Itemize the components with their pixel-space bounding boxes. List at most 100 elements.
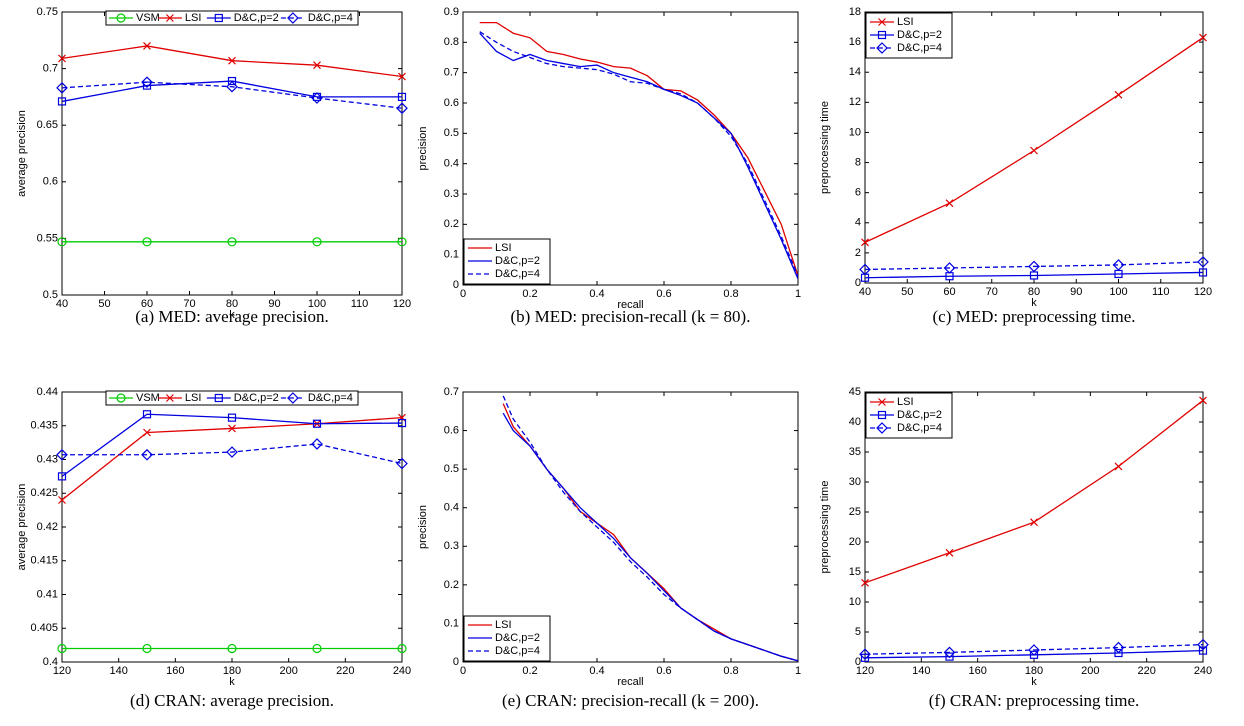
- marker: [876, 422, 888, 434]
- y-axis-label: average precision: [16, 110, 28, 197]
- marker: [313, 61, 321, 70]
- y-tick-label: 0.2: [444, 579, 459, 591]
- y-tick-label: 0.7: [444, 386, 459, 398]
- plot-area: [61, 11, 403, 296]
- x-tick-label: 140: [109, 665, 127, 677]
- y-tick-label: 0.75: [37, 6, 58, 18]
- x-tick-label: 140: [912, 665, 930, 677]
- x-tick-label: 220: [336, 665, 354, 677]
- marker: [214, 13, 223, 23]
- x-tick-label: 180: [1025, 665, 1043, 677]
- marker: [58, 496, 66, 504]
- y-tick-label: 15: [849, 566, 861, 578]
- y-tick-label: 12: [849, 96, 861, 108]
- y-tick-label: 0.1: [444, 249, 459, 261]
- x-tick-label: 110: [1152, 286, 1170, 298]
- chart: 40 50 60 70 80 90 100 110 120 0 2 4 6 8 10 12 14 16 18 k pre…: [819, 6, 1212, 326]
- caption: (d) CRAN: average precision.: [130, 691, 334, 710]
- marker: [57, 472, 67, 481]
- x-tick-label: 100: [308, 298, 326, 310]
- marker: [116, 393, 126, 403]
- y-tick-label: 0.8: [444, 36, 459, 48]
- x-tick-label: 40: [56, 298, 68, 310]
- y-tick-label: 0.6: [43, 176, 58, 188]
- marker: [396, 457, 408, 470]
- x-tick-label: 0.4: [589, 665, 604, 677]
- y-axis-label: precision: [417, 505, 429, 549]
- y-tick-label: 0.9: [444, 6, 459, 18]
- chart: 120 140 160 180 200 220 240 0 5 10 15 20 25 30 35 40 45 k…: [819, 386, 1212, 710]
- marker: [143, 42, 151, 50]
- marker: [861, 238, 869, 247]
- y-tick-label: 30: [849, 476, 861, 488]
- x-axis-label: recall: [617, 299, 643, 311]
- marker: [1112, 259, 1125, 271]
- x-tick-label: 240: [1194, 665, 1212, 677]
- y-tick-label: 35: [849, 446, 861, 458]
- marker: [877, 410, 887, 420]
- x-tick-label: 0: [460, 665, 466, 677]
- legend-label: D&C,p=4: [495, 268, 540, 280]
- x-tick-label: 50: [901, 286, 913, 298]
- x-tick-label: 0.6: [656, 665, 671, 677]
- marker: [1029, 650, 1039, 659]
- marker: [396, 102, 408, 115]
- marker: [1197, 256, 1209, 268]
- marker: [1028, 260, 1040, 273]
- legend-label: D&C,p=2: [897, 29, 942, 41]
- x-axis-label: k: [229, 309, 235, 321]
- marker: [877, 30, 887, 40]
- chart: 120 140 160 180 200 220 240 0.4 0.405 0.41 0.415 0.…: [16, 386, 411, 710]
- caption: (a) MED: average precision.: [135, 307, 329, 326]
- marker: [1114, 462, 1123, 471]
- y-tick-label: 10: [849, 596, 861, 608]
- x-tick-label: 70: [183, 298, 195, 310]
- marker: [1112, 641, 1125, 654]
- marker: [1114, 648, 1123, 658]
- marker: [312, 643, 322, 654]
- y-tick-label: 4: [855, 217, 861, 229]
- y-axis-label: preprocessing time: [819, 101, 831, 194]
- x-tick-label: 220: [1137, 665, 1155, 677]
- y-tick-label: 0.6: [444, 97, 459, 109]
- x-tick-label: 0.8: [723, 665, 738, 677]
- x-tick-label: 120: [856, 665, 874, 677]
- marker: [287, 392, 299, 404]
- legend-label: LSI: [495, 242, 512, 254]
- legend-label: D&C,p=2: [495, 632, 540, 644]
- marker: [859, 648, 871, 661]
- legend: VSM LSI D&C,p=2 D&C,p=4: [105, 10, 359, 26]
- marker: [227, 76, 237, 86]
- legend-label: D&C,p=2: [495, 255, 540, 267]
- chart: 40 50 60 70 80 90 100 110 120 0.5 0.55 0.6 0.65 0.7 0.…: [16, 6, 411, 326]
- legend-label: D&C,p=2: [897, 409, 942, 421]
- caption: (f) CRAN: preprocessing time.: [929, 691, 1140, 710]
- legend-label: LSI: [897, 396, 914, 408]
- y-tick-label: 0.7: [444, 67, 459, 79]
- x-tick-label: 200: [1081, 665, 1099, 677]
- marker: [116, 13, 126, 23]
- marker: [312, 419, 322, 428]
- legend-label: D&C,p=4: [308, 12, 353, 24]
- marker: [142, 81, 152, 90]
- x-tick-label: 0.2: [522, 288, 537, 300]
- series-line: [865, 271, 1203, 279]
- marker: [878, 18, 886, 26]
- x-tick-label: 120: [393, 298, 411, 310]
- y-tick-label: 45: [849, 386, 861, 398]
- y-tick-label: 16: [849, 36, 861, 48]
- marker: [142, 643, 152, 654]
- marker: [57, 97, 67, 106]
- legend-label: D&C,p=4: [897, 422, 942, 434]
- marker: [142, 237, 152, 247]
- marker: [287, 12, 299, 24]
- legend-label: LSI: [495, 619, 512, 631]
- marker: [945, 548, 954, 557]
- marker: [226, 446, 238, 458]
- y-tick-label: 0.41: [37, 588, 58, 600]
- marker: [311, 438, 323, 450]
- x-tick-label: 120: [53, 665, 71, 677]
